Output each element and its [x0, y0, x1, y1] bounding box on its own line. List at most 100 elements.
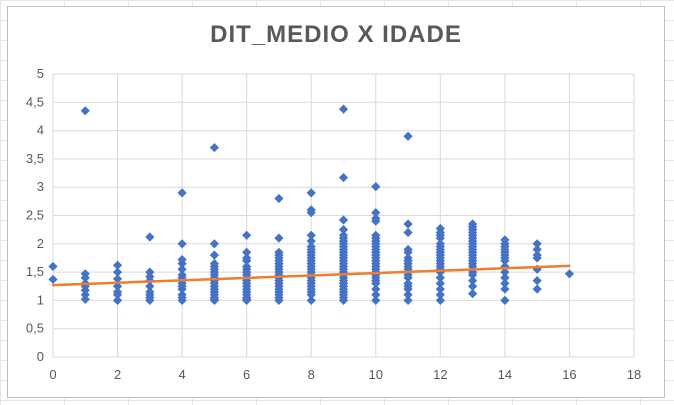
data-point: [145, 295, 155, 305]
y-tick-label: 3: [37, 179, 44, 194]
data-point: [274, 193, 284, 204]
data-point: [177, 239, 187, 249]
data-point: [274, 295, 284, 305]
data-point: [306, 290, 316, 300]
data-point: [112, 290, 123, 300]
data-point: [468, 270, 478, 280]
data-point: [306, 295, 316, 305]
data-point: [177, 259, 187, 269]
x-tick-label: 8: [308, 367, 315, 382]
data-point: [209, 142, 219, 153]
x-tick-label: 18: [627, 367, 641, 382]
data-point: [274, 233, 284, 243]
data-point: [403, 273, 413, 283]
data-point: [338, 295, 349, 305]
y-tick-label: 4: [37, 123, 44, 138]
data-point: [435, 273, 445, 283]
scatter-plot: 0 0,5 1 1,5 2 2,5 3 3,5 4 4,5 5 0 2 4 6 8 10 12 14 16 18: [26, 66, 641, 382]
x-tick-label: 14: [498, 367, 512, 382]
data-point: [371, 295, 381, 305]
data-point: [242, 247, 252, 257]
x-tick-label: 2: [114, 367, 121, 382]
data-point: [532, 253, 542, 263]
y-tick-label: 1: [37, 292, 44, 307]
data-point: [112, 274, 123, 284]
data-point: [435, 295, 445, 305]
data-point: [48, 261, 58, 272]
chart-title: DIT_MEDIO X IDADE: [210, 21, 462, 48]
data-point: [500, 267, 510, 277]
data-point: [468, 281, 478, 291]
y-tick-label: 3,5: [26, 151, 44, 166]
data-point: [80, 273, 90, 283]
data-point: [338, 104, 349, 114]
y-tick-label: 5: [37, 66, 44, 81]
data-point: [306, 230, 316, 240]
data-point: [306, 188, 316, 198]
data-point: [435, 233, 445, 243]
x-tick-label: 4: [178, 367, 185, 382]
data-point: [500, 278, 510, 289]
data-point: [209, 295, 219, 305]
data-point: [500, 284, 510, 294]
data-point: [242, 295, 252, 305]
data-point: [112, 295, 123, 305]
data-point: [145, 232, 155, 242]
data-point: [403, 219, 413, 229]
data-point: [371, 182, 381, 192]
y-tick-label: 2: [37, 236, 44, 251]
data-point: [112, 267, 123, 277]
data-point: [242, 230, 252, 240]
data-point: [403, 295, 413, 305]
trendline: [51, 264, 571, 287]
data-point: [209, 250, 219, 260]
data-point: [532, 239, 542, 249]
data-point: [371, 216, 381, 226]
y-tick-label: 4,5: [26, 94, 44, 109]
data-point: [177, 188, 187, 198]
x-tick-label: 6: [243, 367, 250, 382]
data-point: [500, 273, 510, 283]
data-point: [338, 225, 349, 235]
data-point: [403, 290, 413, 300]
data-point: [403, 284, 413, 294]
data-point: [112, 260, 123, 270]
data-point: [177, 264, 187, 274]
chart-area[interactable]: DIT_MEDIO X IDADE 0 0,5 1 1,5 2 2,5 3 3,5 4 4,5 5 0…: [7, 6, 665, 398]
data-point: [371, 290, 381, 300]
data-point: [145, 281, 155, 291]
data-point: [306, 208, 316, 218]
data-point: [532, 244, 542, 255]
data-point: [306, 236, 316, 246]
x-tick-label: 12: [433, 367, 447, 382]
data-point: [338, 172, 349, 183]
y-tick-label: 0,5: [26, 321, 44, 336]
data-point: [371, 208, 381, 218]
data-point: [403, 247, 413, 257]
data-point: [500, 295, 510, 305]
data-point: [532, 275, 542, 286]
data-point: [500, 256, 510, 266]
data-point: [177, 284, 187, 294]
data-point: [403, 131, 413, 141]
data-point: [564, 269, 575, 279]
data-point: [468, 289, 478, 299]
data-point: [177, 295, 187, 305]
x-tick-label: 16: [562, 367, 576, 382]
data-point: [435, 290, 445, 300]
y-tick-label: 0: [37, 349, 44, 364]
data-point: [532, 284, 542, 294]
data-point: [209, 239, 219, 249]
x-tick-label: 0: [49, 367, 56, 382]
data-point: [371, 284, 381, 294]
data-point: [435, 267, 445, 277]
data-point: [80, 294, 90, 304]
data-point: [80, 106, 90, 116]
data-point: [435, 284, 445, 294]
data-point: [371, 278, 381, 289]
data-point: [338, 215, 349, 225]
data-point: [48, 274, 58, 285]
y-tick-label: 1,5: [26, 264, 44, 279]
data-point: [435, 278, 445, 289]
